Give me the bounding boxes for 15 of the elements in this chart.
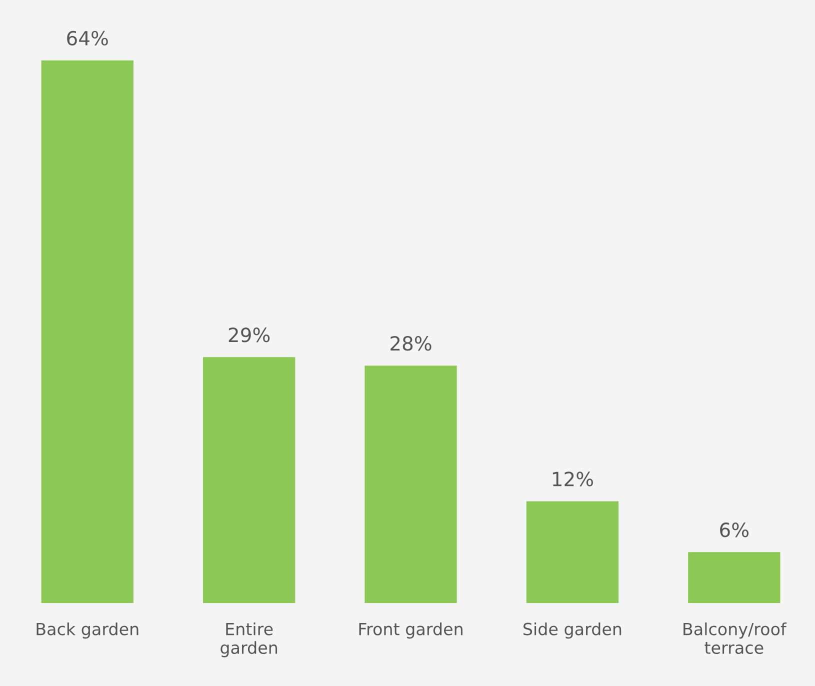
bar: [41, 60, 134, 603]
x-tick-label: Front garden: [359, 622, 462, 639]
bar: [526, 501, 619, 603]
bar: [688, 552, 780, 603]
bar: [202, 357, 296, 603]
x-tick-label: Entire garden: [220, 622, 278, 658]
bar: [364, 366, 457, 603]
data-label: 28%: [390, 336, 432, 351]
data-label: 6%: [720, 522, 749, 538]
data-label: 29%: [228, 328, 270, 342]
x-tick-label: Balcony/roof terrace: [684, 622, 787, 654]
data-label: 64%: [67, 30, 108, 46]
data-label: 12%: [552, 472, 593, 486]
x-tick-label: Side garden: [524, 622, 622, 639]
x-tick-label: Back garden: [36, 622, 138, 639]
